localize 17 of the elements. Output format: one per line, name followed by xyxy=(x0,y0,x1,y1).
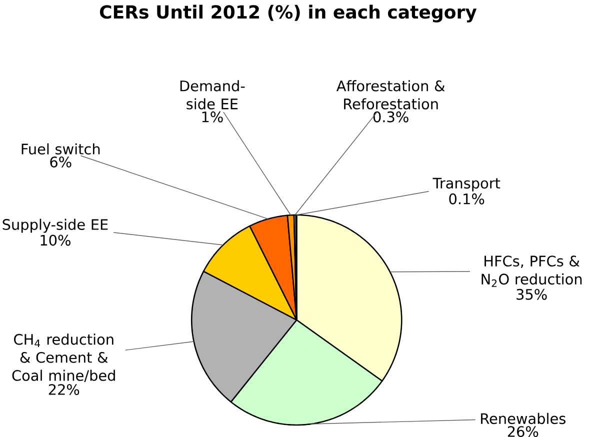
data-label: 22% xyxy=(48,384,80,395)
data-label: 0.1% xyxy=(449,193,484,204)
data-label: 0.3% xyxy=(373,111,408,122)
data-label: 26% xyxy=(508,426,538,437)
slice-label: Renewables xyxy=(481,412,566,424)
data-label: 1% xyxy=(202,111,223,122)
slice-label: HFCs, PFCs & N$_{2}$O reduction xyxy=(482,256,582,287)
data-label: 6% xyxy=(50,156,72,168)
slice-label: Fuel switch xyxy=(22,143,100,155)
slice-label: Supply-side EE xyxy=(2,218,108,233)
data-label: 35% xyxy=(516,288,547,300)
data-label: 10% xyxy=(40,234,70,246)
chart-title: CERs Until 2012 (%) in each category xyxy=(100,4,477,22)
slice-label: CH$_{4}$ reduction & Cement & Coal mine/bed xyxy=(12,334,115,382)
slice-label: Transport xyxy=(432,178,500,192)
slice-label: Demand-side EE xyxy=(180,80,245,110)
slice-label: Afforestation & Reforestation xyxy=(336,80,445,110)
